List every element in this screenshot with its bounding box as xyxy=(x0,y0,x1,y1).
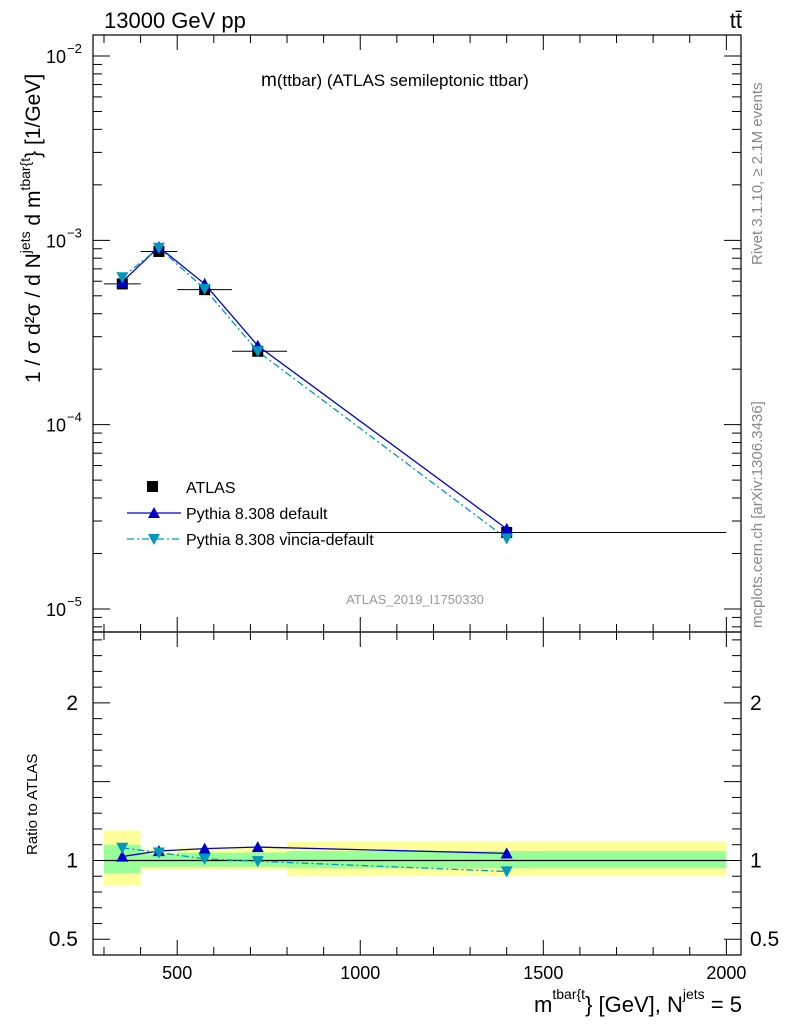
y-tick-label-exponent: −4 xyxy=(67,410,82,425)
ratio-default-point xyxy=(116,850,129,862)
main-series-lines xyxy=(121,246,508,540)
vincia-series-point xyxy=(500,533,513,545)
ratio-default-point xyxy=(198,842,211,854)
ratio-series-markers xyxy=(116,841,513,878)
mcplots-label: mcplots.cern.ch [arXiv:1306.3436] xyxy=(749,401,766,628)
axis-ticks xyxy=(93,35,741,955)
ratio-vincia-point xyxy=(500,866,513,878)
ratio-y-tick-label: 1 xyxy=(66,849,78,872)
ratio-y-tick-label-right: 0.5 xyxy=(750,928,779,951)
x-axis-label: mtbar{t} [GeV], Njets = 5 xyxy=(534,986,742,1017)
y-tick-label-exponent: −2 xyxy=(67,41,82,56)
ratio-plot-frame xyxy=(92,631,742,956)
legend-marker-default xyxy=(148,507,160,518)
vincia-series-point xyxy=(198,283,211,295)
ratio-band-green xyxy=(287,851,727,869)
energy-label: 13000 GeV pp xyxy=(104,8,246,33)
ratio-y-tick-label-right: 1 xyxy=(750,849,762,872)
legend-label-default: Pythia 8.308 default xyxy=(186,506,328,523)
ratio-default-point xyxy=(251,841,264,853)
x-tick-label: 2000 xyxy=(706,963,746,983)
rivet-version-label: Rivet 3.1.10, ≥ 2.1M events xyxy=(749,83,766,266)
ratio-vincia-point xyxy=(251,856,264,868)
ratio-y-axis-label: Ratio to ATLAS xyxy=(24,754,41,855)
main-series-markers xyxy=(103,240,727,545)
y-tick-label-exponent: −5 xyxy=(67,594,82,609)
y-tick-label: 10 xyxy=(46,416,66,436)
y-tick-label-exponent: −3 xyxy=(67,225,82,240)
legend-label-atlas: ATLAS xyxy=(186,480,236,497)
ratio-vincia-point xyxy=(198,853,211,865)
x-tick-label: 1500 xyxy=(523,963,563,983)
ratio-y-tick-label-right: 2 xyxy=(750,692,762,715)
ratio-vincia-point xyxy=(152,847,165,859)
ratio-y-tick-label: 0.5 xyxy=(49,928,78,951)
process-label: tt̄ xyxy=(730,8,742,33)
y-tick-label: 10 xyxy=(46,47,66,67)
legend-marker-atlas xyxy=(147,481,158,492)
legend-label-vincia: Pythia 8.308 vincia-default xyxy=(186,532,374,549)
ratio-y-tick-label: 2 xyxy=(66,692,78,715)
ratio-vincia-point xyxy=(116,842,129,854)
legend-marker-vincia xyxy=(148,534,160,545)
vincia-series-line xyxy=(121,247,508,540)
x-tick-label: 500 xyxy=(162,963,192,983)
ratio-default-point xyxy=(500,847,513,859)
legend: ATLAS Pythia 8.308 default Pythia 8.308 … xyxy=(127,480,374,549)
default-series-point xyxy=(500,522,513,534)
main-y-axis-label: 1 / σ d²σ / d Njets d mtbar{t} [1/GeV] xyxy=(17,74,45,383)
vincia-series-point xyxy=(251,346,264,358)
plot-title: m(ttbar) (ATLAS semileptonic ttbar) xyxy=(261,70,529,91)
x-tick-label: 1000 xyxy=(340,963,380,983)
y-tick-label: 10 xyxy=(46,231,66,251)
y-tick-label: 10 xyxy=(46,600,66,620)
vincia-series-point xyxy=(152,242,165,254)
vincia-series-point xyxy=(116,272,129,284)
analysis-id: ATLAS_2019_I1750330 xyxy=(346,592,484,607)
